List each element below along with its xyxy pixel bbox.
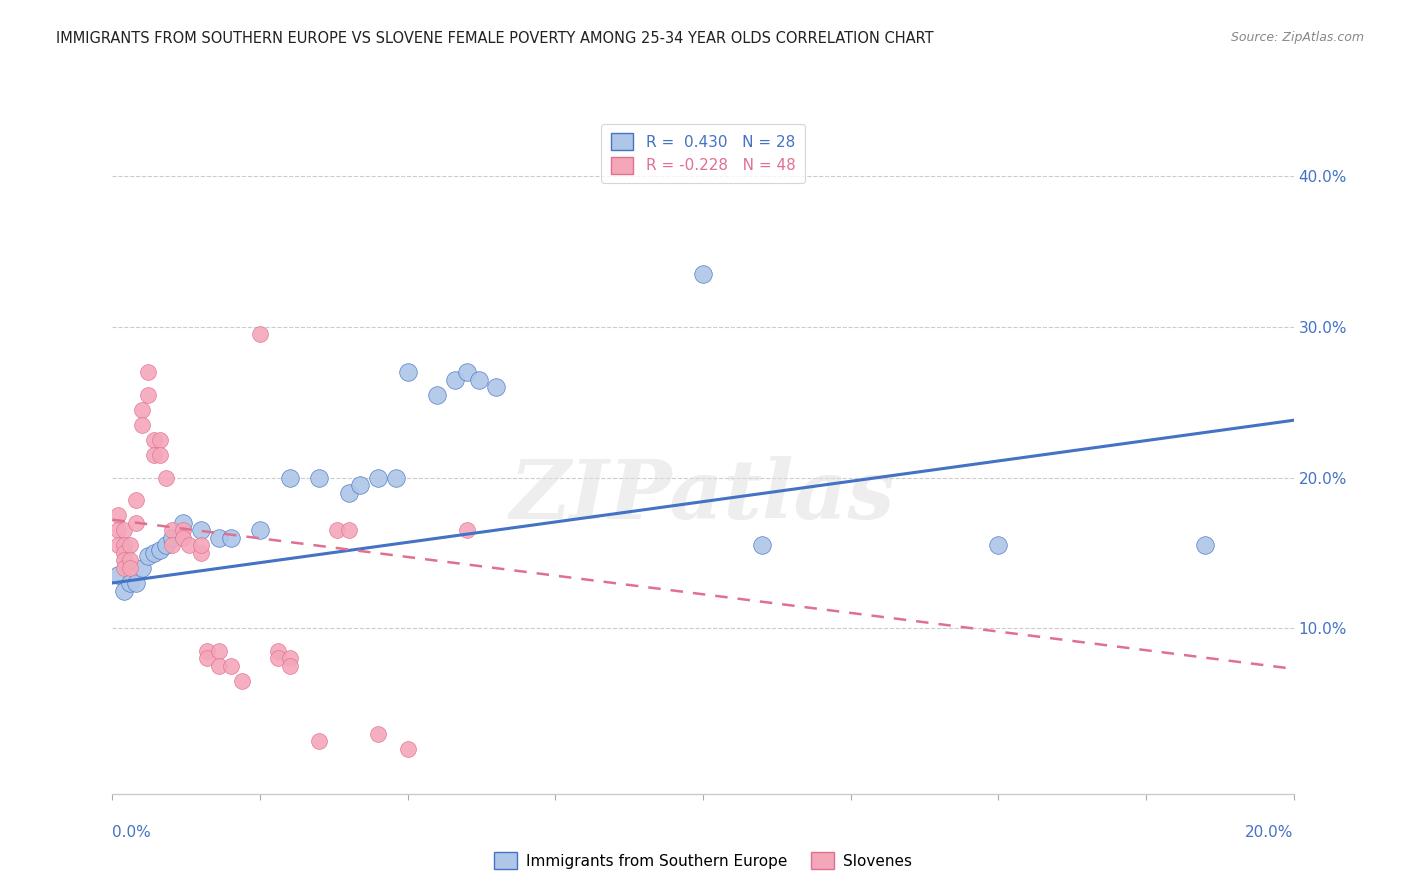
Point [195, 651, 218, 665]
Point [112, 538, 135, 552]
Point [278, 658, 301, 673]
Point [444, 373, 467, 387]
Point [142, 448, 165, 462]
Point [987, 538, 1010, 552]
Point [249, 523, 271, 537]
Point [396, 741, 419, 756]
Point [120, 561, 142, 575]
Point [149, 448, 172, 462]
Point [190, 538, 212, 552]
Text: 20.0%: 20.0% [1246, 825, 1294, 839]
Point [136, 549, 159, 563]
Point [337, 523, 360, 537]
Point [112, 546, 135, 560]
Point [267, 644, 290, 658]
Point [456, 523, 478, 537]
Text: Source: ZipAtlas.com: Source: ZipAtlas.com [1230, 31, 1364, 45]
Point [195, 644, 218, 658]
Point [125, 576, 148, 591]
Point [107, 508, 129, 523]
Point [349, 478, 371, 492]
Point [125, 493, 148, 508]
Point [155, 538, 177, 552]
Point [190, 523, 212, 537]
Point [120, 576, 142, 591]
Point [131, 417, 153, 432]
Text: IMMIGRANTS FROM SOUTHERN EUROPE VS SLOVENE FEMALE POVERTY AMONG 25-34 YEAR OLDS : IMMIGRANTS FROM SOUTHERN EUROPE VS SLOVE… [56, 31, 934, 46]
Point [107, 523, 129, 537]
Point [326, 523, 349, 537]
Point [308, 470, 330, 484]
Point [112, 553, 135, 567]
Point [367, 470, 389, 484]
Point [120, 538, 142, 552]
Point [208, 531, 231, 545]
Point [208, 644, 231, 658]
Point [426, 387, 449, 401]
Point [131, 402, 153, 417]
Point [120, 553, 142, 567]
Point [385, 470, 408, 484]
Point [136, 387, 159, 401]
Point [149, 433, 172, 447]
Point [172, 516, 194, 530]
Point [456, 365, 478, 379]
Legend: R =  0.430   N = 28, R = -0.228   N = 48: R = 0.430 N = 28, R = -0.228 N = 48 [602, 124, 804, 184]
Point [692, 267, 714, 281]
Point [231, 673, 253, 688]
Point [485, 380, 508, 394]
Point [367, 726, 389, 740]
Point [172, 531, 194, 545]
Point [396, 365, 419, 379]
Point [160, 538, 183, 552]
Point [751, 538, 773, 552]
Point [142, 433, 165, 447]
Legend: Immigrants from Southern Europe, Slovenes: Immigrants from Southern Europe, Slovene… [488, 846, 918, 875]
Point [267, 651, 290, 665]
Point [142, 546, 165, 560]
Point [467, 373, 489, 387]
Point [278, 470, 301, 484]
Point [112, 523, 135, 537]
Point [337, 485, 360, 500]
Point [160, 531, 183, 545]
Point [112, 561, 135, 575]
Point [107, 568, 129, 582]
Point [155, 470, 177, 484]
Point [125, 516, 148, 530]
Point [278, 651, 301, 665]
Point [308, 734, 330, 748]
Point [219, 531, 242, 545]
Point [208, 658, 231, 673]
Text: ZIPatlas: ZIPatlas [510, 456, 896, 535]
Point [1194, 538, 1216, 552]
Point [219, 658, 242, 673]
Point [136, 365, 159, 379]
Point [179, 538, 201, 552]
Point [249, 327, 271, 342]
Point [131, 561, 153, 575]
Point [112, 583, 135, 598]
Point [149, 542, 172, 557]
Point [160, 523, 183, 537]
Point [190, 546, 212, 560]
Text: 0.0%: 0.0% [112, 825, 152, 839]
Point [172, 523, 194, 537]
Point [107, 538, 129, 552]
